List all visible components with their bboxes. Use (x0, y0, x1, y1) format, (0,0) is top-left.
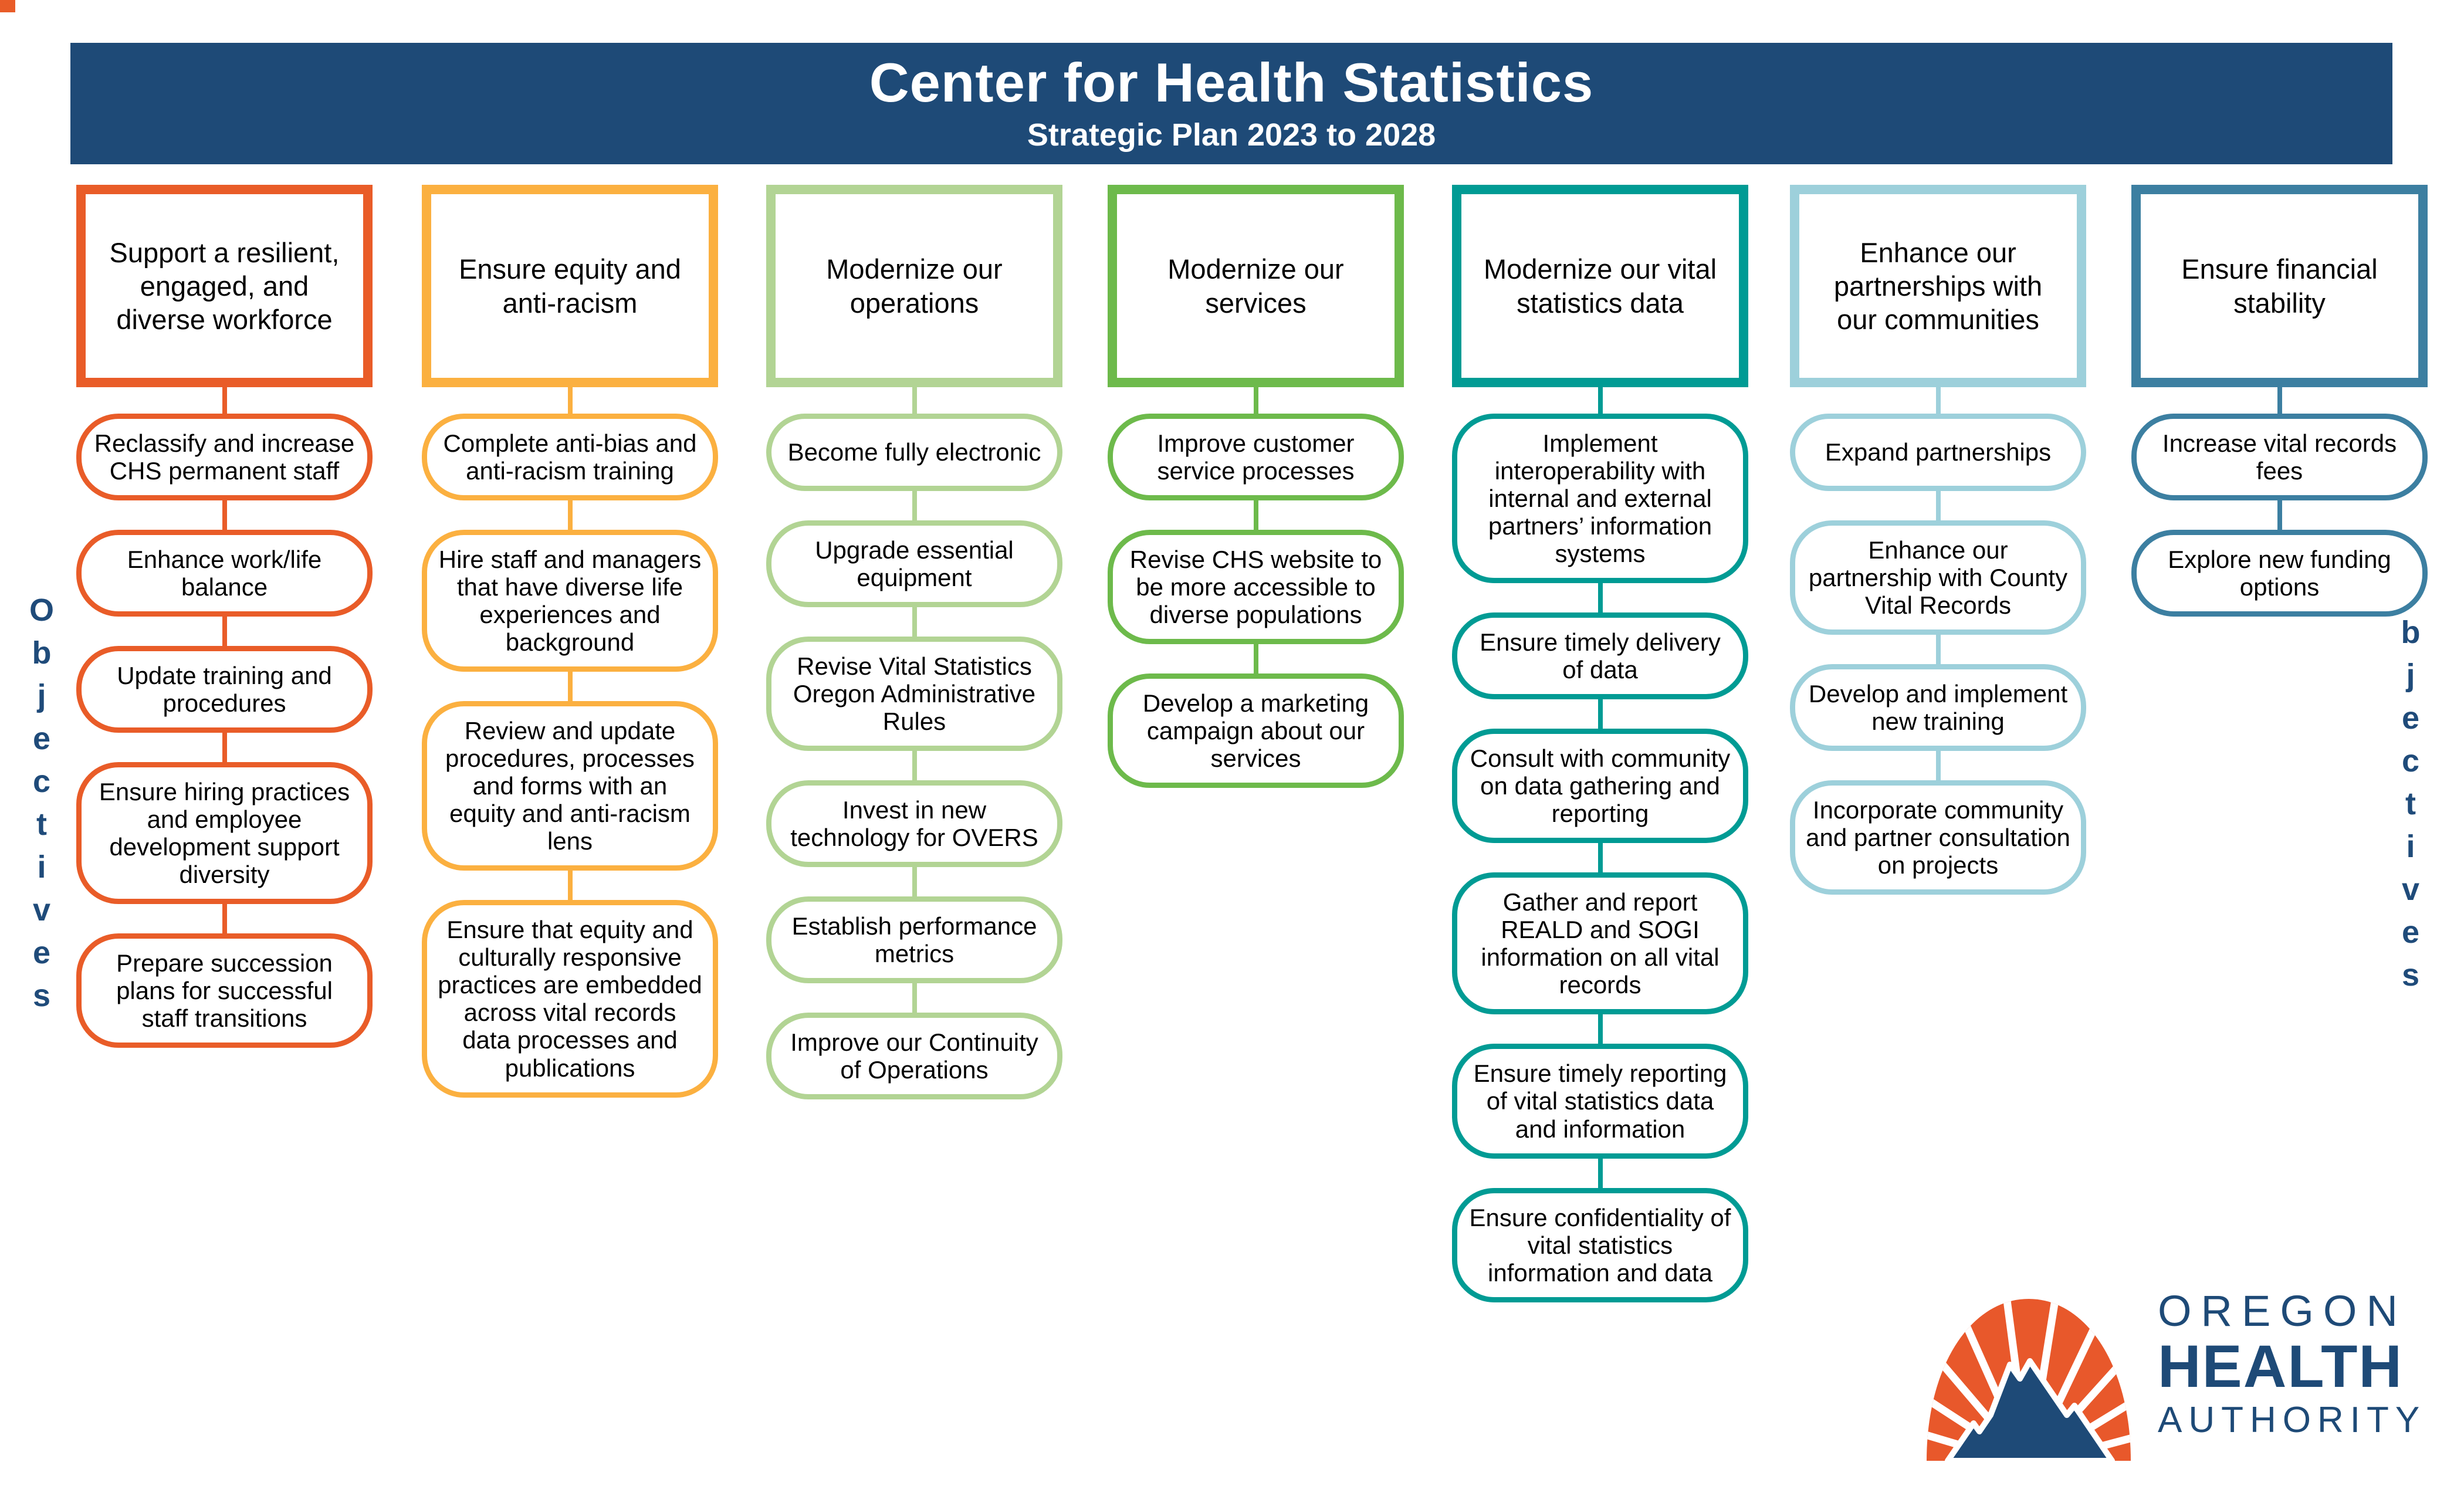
objective-label: Revise CHS website to be more accessible… (1129, 546, 1382, 629)
objective-label: Improve our Continuity of Operations (790, 1028, 1038, 1084)
strategy-column: Ensure equity and anti-racism Complete a… (422, 185, 718, 1098)
objective-label: Explore new funding options (2168, 546, 2391, 601)
objective-box: Invest in new technology for OVERS (766, 780, 1062, 868)
objective-box: Ensure confidentiality of vital statisti… (1452, 1187, 1748, 1302)
objective-label: Become fully electronic (787, 438, 1041, 466)
strategy-column: Support a resilient, engaged, and divers… (76, 185, 373, 1048)
objective-box: Upgrade essential equipment (766, 520, 1062, 608)
objective-label: Develop a marketing campaign about our s… (1142, 689, 1369, 773)
oha-sunburst-mountain-icon (1927, 1299, 2131, 1464)
goal-header-label: Support a resilient, engaged, and divers… (109, 236, 340, 336)
strategy-column: Modernize our services Improve customer … (1108, 185, 1404, 788)
goal-header-box: Modernize our operations (766, 185, 1062, 387)
goal-header-label: Modernize our services (1167, 253, 1344, 319)
objective-box: Improve our Continuity of Operations (766, 1013, 1062, 1100)
objective-label: Increase vital records fees (2162, 429, 2397, 485)
objective-label: Ensure timely delivery of data (1480, 628, 1721, 684)
objective-label: Enhance work/life balance (127, 546, 322, 601)
goal-header-label: Modernize our operations (826, 253, 1003, 319)
objective-box: Gather and report REALD and SOGI informa… (1452, 872, 1748, 1015)
objective-label: Implement interoperability with internal… (1488, 429, 1712, 568)
objective-box: Ensure timely reporting of vital statist… (1452, 1044, 1748, 1159)
objective-box: Improve customer service processes (1108, 414, 1404, 501)
objective-label: Update training and procedures (117, 662, 332, 717)
objective-label: Upgrade essential equipment (815, 536, 1014, 592)
objective-label: Ensure confidentiality of vital statisti… (1469, 1203, 1731, 1287)
objective-label: Improve customer service processes (1157, 429, 1355, 485)
goal-header-box: Modernize our services (1108, 185, 1404, 387)
column-connector-line (2277, 185, 2282, 617)
objective-box: Update training and procedures (76, 646, 373, 733)
objective-box: Develop and implement new training (1790, 664, 2086, 752)
objective-label: Revise Vital Statistics Oregon Administr… (793, 652, 1036, 736)
goal-header-box: Ensure equity and anti-racism (422, 185, 718, 387)
objective-box: Ensure that equity and culturally respon… (422, 900, 718, 1098)
objective-label: Establish performance metrics (791, 912, 1037, 968)
objective-label: Ensure timely reporting of vital statist… (1473, 1060, 1727, 1143)
page-title: Center for Health Statistics (869, 52, 1594, 114)
objective-label: Expand partnerships (1825, 438, 2052, 466)
goal-header-label: Enhance our partnerships with our commun… (1833, 236, 2043, 336)
objective-box: Explore new funding options (2131, 530, 2428, 617)
objective-box: Complete anti-bias and anti-racism train… (422, 414, 718, 501)
goal-header-box: Modernize our vital statistics data (1452, 185, 1748, 387)
objective-box: Ensure timely delivery of data (1452, 612, 1748, 700)
objective-box: Review and update procedures, processes … (422, 701, 718, 871)
objective-label: Invest in new technology for OVERS (790, 796, 1038, 852)
objective-box: Become fully electronic (766, 414, 1062, 491)
logo-health: HEALTH (2158, 1333, 2404, 1400)
goal-header-box: Enhance our partnerships with our commun… (1790, 185, 2086, 387)
strategy-column: Modernize our vital statistics data Impl… (1452, 185, 1748, 1302)
strategy-column: Ensure financial stability Increase vita… (2131, 185, 2428, 617)
oha-logo-text: OREGON HEALTH AUTHORITY (2158, 1289, 2426, 1439)
objective-box: Reclassify and increase CHS permanent st… (76, 414, 373, 501)
objective-box: Revise CHS website to be more accessible… (1108, 530, 1404, 645)
objective-box: Increase vital records fees (2131, 414, 2428, 501)
goal-header-label: Ensure equity and anti-racism (459, 253, 681, 319)
goal-header-box: Ensure financial stability (2131, 185, 2428, 387)
objective-box: Establish performance metrics (766, 896, 1062, 984)
objective-label: Prepare succession plans for successful … (116, 949, 333, 1033)
objective-label: Hire staff and managers that have divers… (438, 546, 702, 656)
page-subtitle: Strategic Plan 2023 to 2028 (1027, 117, 1436, 153)
objective-box: Hire staff and managers that have divers… (422, 530, 718, 672)
logo-authority: AUTHORITY (2158, 1400, 2426, 1440)
objective-label: Ensure hiring practices and employee dev… (99, 778, 350, 889)
objective-label: Review and update procedures, processes … (445, 717, 695, 855)
objective-box: Incorporate community and partner consul… (1790, 780, 2086, 895)
objective-box: Consult with community on data gathering… (1452, 729, 1748, 844)
objectives-label-left: Objectives (24, 593, 59, 1021)
objective-box: Ensure hiring practices and employee dev… (76, 762, 373, 905)
oha-logo: OREGON HEALTH AUTHORITY (1917, 1289, 2426, 1465)
strategy-column: Modernize our operations Become fully el… (766, 185, 1062, 1100)
strategy-column: Enhance our partnerships with our commun… (1790, 185, 2086, 895)
objective-box: Implement interoperability with internal… (1452, 414, 1748, 584)
goal-header-box: Support a resilient, engaged, and divers… (76, 185, 373, 387)
goal-header-label: Ensure financial stability (2181, 253, 2378, 319)
goal-header-label: Modernize our vital statistics data (1483, 253, 1717, 319)
banner: Center for Health Statistics Strategic P… (70, 43, 2392, 164)
objective-label: Incorporate community and partner consul… (1806, 796, 2070, 879)
objective-label: Reclassify and increase CHS permanent st… (94, 429, 355, 485)
objective-label: Ensure that equity and culturally respon… (438, 916, 702, 1082)
objective-box: Revise Vital Statistics Oregon Administr… (766, 637, 1062, 752)
objective-label: Complete anti-bias and anti-racism train… (443, 429, 697, 485)
logo-oregon: OREGON (2158, 1287, 2407, 1335)
objective-box: Enhance work/life balance (76, 530, 373, 617)
objective-label: Gather and report REALD and SOGI informa… (1481, 888, 1720, 999)
corner-mark (0, 0, 15, 12)
objective-box: Expand partnerships (1790, 414, 2086, 491)
objective-label: Consult with community on data gathering… (1470, 744, 1731, 828)
objective-label: Develop and implement new training (1808, 680, 2068, 736)
objective-box: Prepare succession plans for successful … (76, 933, 373, 1048)
objective-box: Enhance our partnership with County Vita… (1790, 520, 2086, 635)
objective-label: Enhance our partnership with County Vita… (1808, 536, 2068, 620)
objective-box: Develop a marketing campaign about our s… (1108, 673, 1404, 788)
objectives-label-right: Objectives (2393, 572, 2428, 1000)
